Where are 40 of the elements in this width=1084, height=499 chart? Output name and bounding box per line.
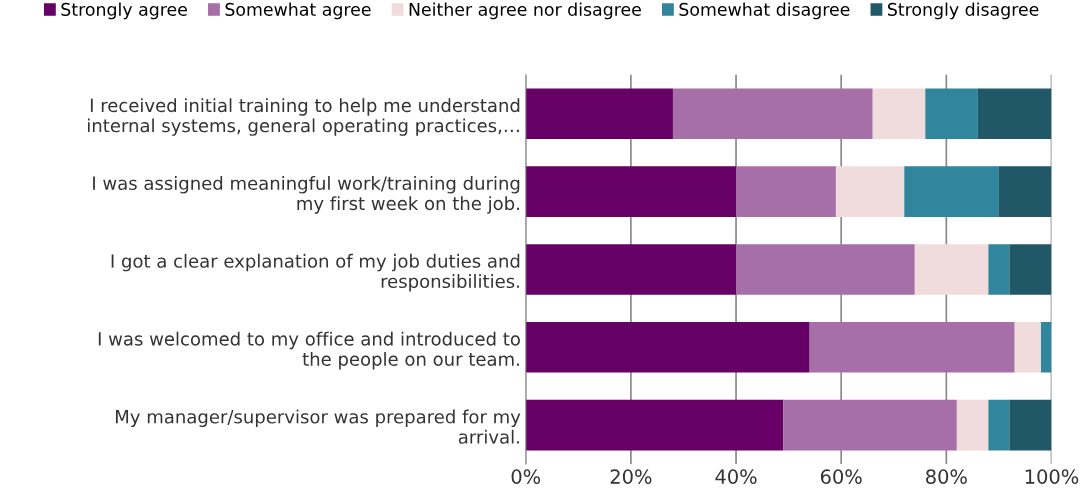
bar xyxy=(672,88,873,140)
bar xyxy=(988,399,1010,451)
bar xyxy=(525,244,737,295)
y-tick-label: I was assigned meaningful work/training during my first week on the job. xyxy=(93,176,520,214)
legend-label: Strongly agree xyxy=(61,2,187,20)
bar xyxy=(525,322,810,373)
bar xyxy=(977,88,1052,140)
bar xyxy=(998,166,1052,217)
bar xyxy=(914,244,989,295)
bar xyxy=(904,166,999,217)
bar xyxy=(525,88,673,140)
x-tick-label: 60% xyxy=(820,469,862,484)
bar xyxy=(525,399,784,451)
bar xyxy=(1040,322,1052,373)
y-tick-label: I got a clear explanation of my job duties and responsibilities. xyxy=(111,253,520,292)
legend-label: Strongly disagree xyxy=(887,2,1039,20)
bar xyxy=(925,88,978,140)
x-tick-label: 100% xyxy=(1025,469,1079,484)
legend-label: Somewhat disagree xyxy=(679,2,850,20)
x-tick-label: 40% xyxy=(715,469,757,484)
legend-label: Somewhat agree xyxy=(225,2,371,20)
bar xyxy=(809,322,1015,373)
x-tick-label: 0% xyxy=(511,469,541,484)
bar xyxy=(872,88,926,140)
y-tick-label: My manager/supervisor was prepared for my arrival. xyxy=(115,409,521,444)
bar xyxy=(1009,244,1052,295)
bar xyxy=(783,399,957,451)
bar xyxy=(988,244,1010,295)
bar xyxy=(736,166,836,217)
bar xyxy=(956,399,989,451)
y-tick-label: I was welcomed to my office and introduced to the people on our team. xyxy=(98,331,520,370)
bar xyxy=(736,244,915,295)
y-tick-label: I received initial training to help me understand internal systems, general operating practices,… xyxy=(87,98,520,136)
bar xyxy=(835,166,905,217)
x-tick-label: 20% xyxy=(610,469,652,484)
legend-label: Neither agree nor disagree xyxy=(409,2,641,20)
bar xyxy=(525,166,737,217)
x-tick-label: 80% xyxy=(926,469,967,484)
bar xyxy=(1014,322,1041,373)
bar xyxy=(1009,399,1052,451)
